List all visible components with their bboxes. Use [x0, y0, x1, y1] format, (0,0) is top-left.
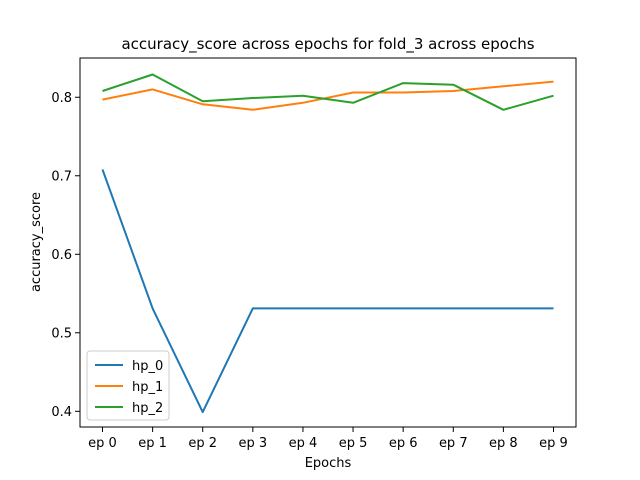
x-tick-label: ep 4	[289, 436, 318, 451]
series-layer	[101, 73, 554, 414]
y-tick-label: 0.6	[51, 248, 72, 263]
y-tick-label: 0.8	[51, 91, 72, 106]
x-axis-title: Epochs	[305, 456, 352, 471]
y-axis-title: accuracy_score	[29, 192, 44, 292]
x-tick-label: ep 7	[439, 436, 468, 451]
legend-label-hp-1: hp_1	[132, 380, 163, 395]
x-tick-label: ep 6	[389, 436, 418, 451]
plot-frame	[79, 57, 577, 428]
y-tick-label: 0.7	[51, 169, 72, 184]
y-axis: 0.4 0.5 0.6 0.7 0.8	[51, 91, 80, 420]
series-line-hp-2	[102, 73, 554, 111]
x-tick-label: ep 3	[239, 436, 268, 451]
legend-label-hp-0: hp_0	[132, 359, 163, 374]
legend-box	[86, 350, 170, 421]
series-line-hp-0	[101, 169, 554, 414]
x-tick-label: ep 2	[188, 436, 217, 451]
series-line-hp-1	[102, 80, 554, 111]
x-tick-label: ep 8	[489, 436, 518, 451]
y-tick-label: 0.4	[51, 405, 72, 420]
legend: hp_0 hp_1 hp_2	[86, 350, 170, 421]
y-tick-label: 0.5	[51, 326, 72, 341]
chart-title: accuracy_score across epochs for fold_3 …	[121, 35, 534, 54]
x-axis: ep 0 ep 1 ep 2 ep 3 ep 4 ep 5 ep 6 ep 7 ep 8 ep 9	[88, 427, 568, 451]
legend-label-hp-2: hp_2	[132, 401, 163, 416]
x-tick-label: ep 1	[138, 436, 167, 451]
x-tick-label: ep 0	[88, 436, 117, 451]
x-tick-label: ep 9	[539, 436, 568, 451]
x-tick-label: ep 5	[339, 436, 368, 451]
